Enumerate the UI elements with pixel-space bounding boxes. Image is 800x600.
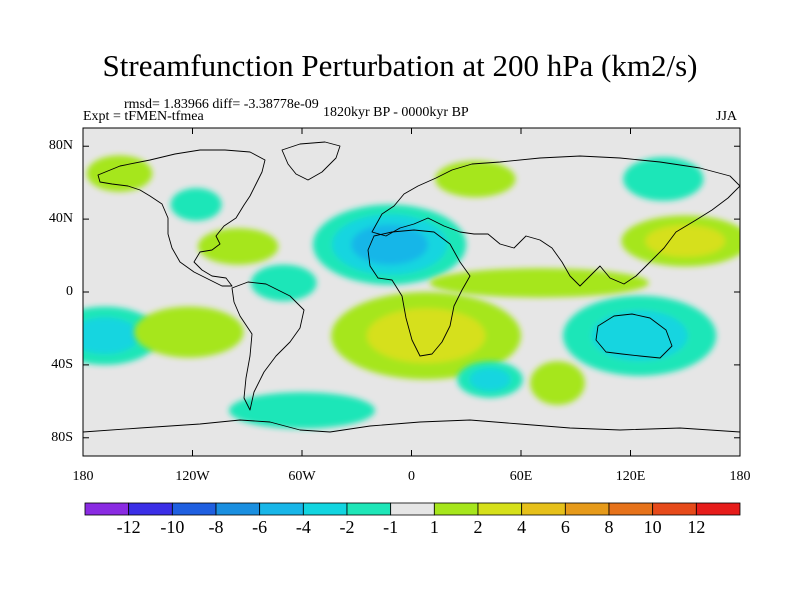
colorbar-label: -12 [116,517,141,537]
coast-africa [367,229,471,357]
anomaly-neg-north-america [170,188,222,221]
colorbar-label: -10 [160,517,185,537]
anomaly-pos-alaska-level-1 [86,155,153,192]
lon-tick-label: 60W [288,469,316,484]
anomaly-pos-north-pacific-level-2 [645,225,726,257]
anomaly-neg-caribbean-level-1 [250,264,317,302]
colorbar-swatch [215,502,261,516]
coastlines [83,141,740,433]
anomaly-neg-south-pacific-level-2 [83,317,140,354]
colorbar-swatch [564,502,610,516]
colorbar [84,502,741,516]
colorbar-label: -6 [252,517,268,537]
colorbar-label: 8 [604,517,614,537]
coast-eurasia [371,155,740,287]
colorbar-label: -8 [208,517,224,537]
anomaly-pos-gulf-level-1 [197,228,279,265]
colorbar-swatch [84,502,130,516]
lon-tick-label: 120W [175,469,210,484]
colorbar-swatch [302,502,348,516]
coast-australia [595,313,673,359]
experiment-text: Expt = tFMEN-tfmea [83,109,204,124]
anomaly-pos-scandinavia [435,160,516,198]
period-text: 1820kyr BP - 0000kyr BP [323,105,469,120]
coast-antarctica [83,419,740,433]
colorbar-swatch [652,502,697,516]
colorbar-swatch [346,502,392,516]
anomaly-pos-south-atlantic-level-2 [366,308,486,364]
anomaly-neg-indian-ocean-level-2 [469,368,511,391]
coast-south-america [231,281,305,411]
season-text: JJA [716,109,738,124]
colorbar-label: 6 [560,517,570,537]
stats-text: rmsd= 1.83966 diff= -3.38778e-09 [124,97,319,112]
colorbar-swatch [695,502,741,516]
axis-ticks [82,128,741,456]
anomaly-pos-indian-tropics-level-1 [429,268,649,298]
anomaly-pos-gulf [197,228,279,265]
lon-tick-label: 60E [509,469,533,484]
lat-tick-label: 40S [51,356,73,372]
anomaly-neg-southern-ocean [229,392,375,429]
anomaly-neg-north-atlantic [312,204,467,285]
lat-tick-label: 40N [48,211,73,227]
anomaly-neg-australia-level-2 [591,310,688,361]
colorbar-swatch [433,502,479,516]
colorbar-swatch [259,502,304,516]
colorbar-label: 4 [517,517,527,537]
colorbar-swatch [521,502,566,516]
anomaly-neg-southern-ocean-level-1 [229,392,375,429]
colorbar-label: 10 [643,517,662,537]
colorbar-label: 2 [473,517,483,537]
anomaly-pos-indian-tropics [429,268,649,298]
colorbar-swatch [171,502,217,516]
anomaly-pos-east-pacific [134,306,244,358]
anomaly-pos-south-indian-level-1 [530,361,585,405]
lon-tick-label: 180 [72,469,94,484]
anomaly-neg-caribbean [250,264,317,302]
anomaly-pos-alaska [86,155,153,192]
anomaly-neg-north-atlantic-level-3 [351,224,428,265]
coast-greenland [281,141,341,181]
lat-tick-label: 80S [51,429,73,445]
anomaly-neg-indian-ocean [457,361,523,398]
anomaly-layer [83,155,740,429]
colorbar-swatch [128,502,173,516]
colorbar-label: -2 [339,517,355,537]
anomaly-pos-north-pacific [621,215,740,267]
lon-tick-label: 0 [408,469,415,484]
anomaly-pos-south-indian [530,361,585,405]
colorbar-label: 1 [429,517,439,537]
chart-title: Streamfunction Perturbation at 200 hPa (… [102,48,698,83]
coast-north-america [97,149,266,287]
lat-tick-label: 0 [66,284,73,299]
anomaly-pos-scandinavia-level-1 [435,160,516,198]
anomaly-neg-siberia-level-1 [623,157,704,201]
lon-tick-label: 180 [729,469,751,484]
colorbar-swatch [608,502,654,516]
anomaly-pos-east-pacific-level-1 [134,306,244,358]
colorbar-swatch [390,502,435,516]
anomaly-pos-south-atlantic [331,292,521,380]
colorbar-label: -1 [383,517,399,537]
anomaly-neg-australia [562,295,717,376]
colorbar-label: 12 [687,517,706,537]
lon-tick-label: 120E [615,469,646,484]
colorbar-swatch [477,502,523,516]
lat-tick-label: 80N [48,138,73,154]
colorbar-label: -4 [295,517,311,537]
anomaly-neg-siberia [623,157,704,201]
anomaly-neg-north-america-level-1 [170,188,222,221]
